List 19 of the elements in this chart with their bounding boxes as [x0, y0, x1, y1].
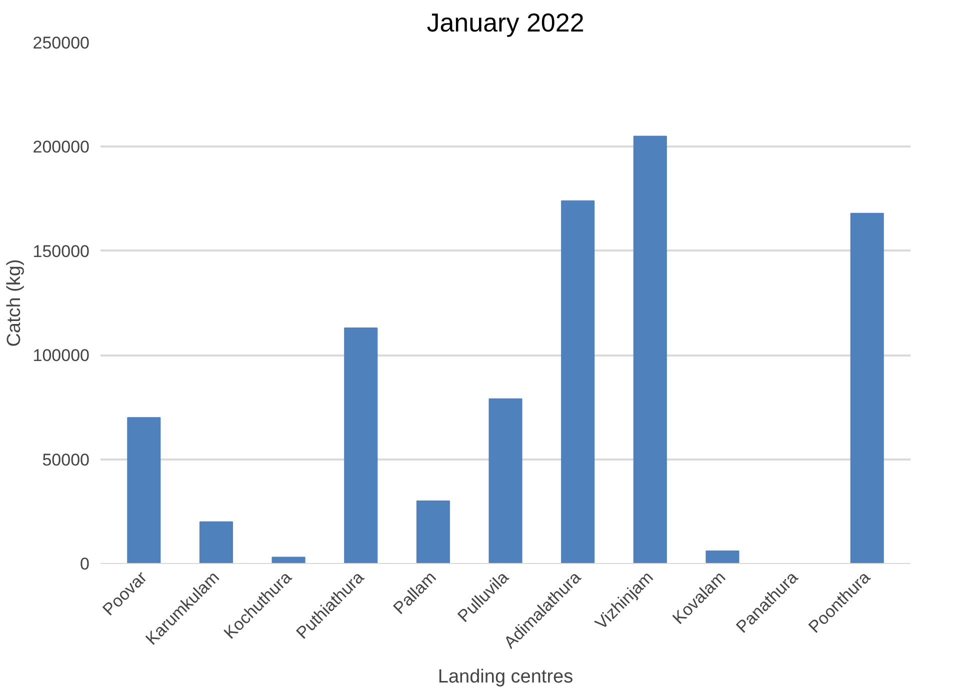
x-axis-title: Landing centres [438, 666, 574, 688]
y-tick-label: 50000 [42, 450, 90, 470]
y-tick-label: 250000 [32, 34, 90, 52]
bar [344, 328, 378, 564]
y-axis-title: Catch (kg) [4, 259, 25, 347]
bar [850, 212, 884, 564]
chart-title: January 2022 [426, 8, 584, 38]
y-tick-label: 150000 [32, 242, 90, 261]
bar [488, 398, 522, 564]
bar [127, 417, 161, 564]
bar [706, 550, 740, 564]
y-tick-label: 0 [80, 554, 90, 574]
bar [561, 200, 595, 564]
bar [199, 521, 233, 564]
y-tick-label: 200000 [32, 138, 90, 157]
bar [416, 500, 450, 564]
bar [633, 136, 667, 564]
y-tick-label: 100000 [32, 346, 90, 366]
bar [272, 556, 306, 564]
